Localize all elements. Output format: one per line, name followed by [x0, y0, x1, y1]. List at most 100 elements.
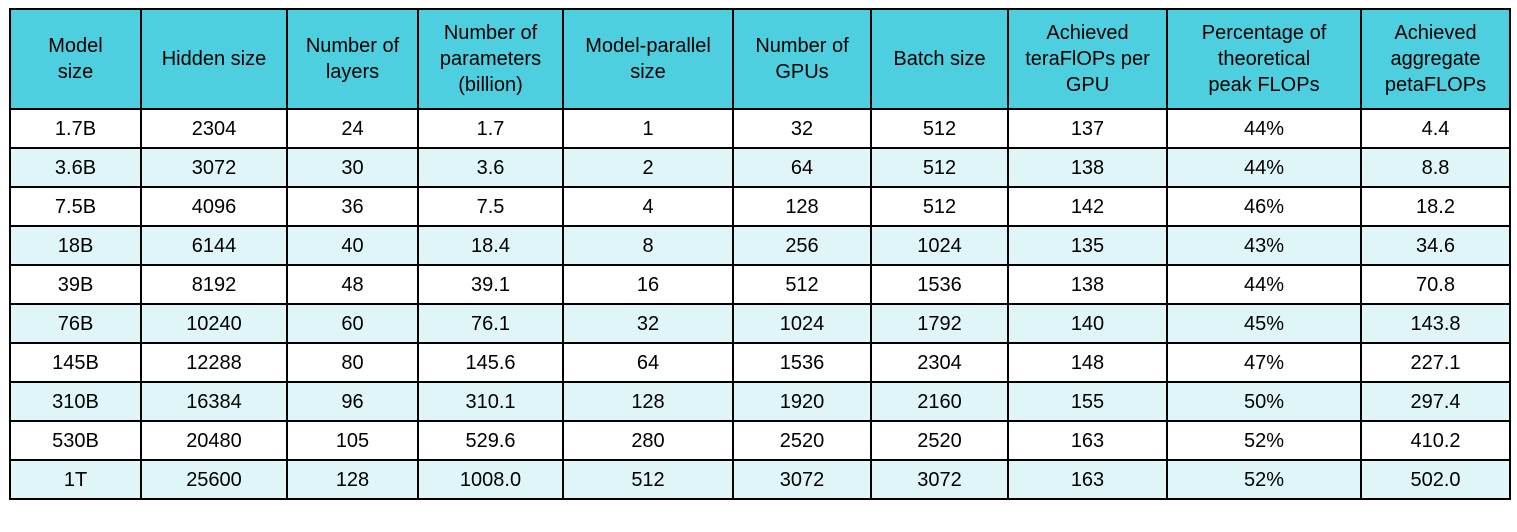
table-cell: 43%	[1166, 225, 1362, 266]
col-header-batch-size: Batch size	[870, 8, 1009, 110]
table-cell: 50%	[1166, 381, 1362, 422]
table-cell: 2160	[870, 381, 1009, 422]
table-cell: 138	[1007, 147, 1168, 188]
table-cell: 25600	[140, 459, 288, 500]
table-cell: 64	[562, 342, 734, 383]
col-header-achieved-teraflops-per-gpu: Achieved teraFlOPs per GPU	[1007, 8, 1168, 110]
table-row: 310B 16384 96 310.1 128 1920 2160 155 50…	[9, 381, 1511, 422]
table-cell: 1024	[870, 225, 1009, 266]
table-cell: 7.5	[417, 186, 564, 227]
table-cell: 8	[562, 225, 734, 266]
col-header-number-of-parameters: Number of parameters (billion)	[417, 8, 564, 110]
table-row: 530B 20480 105 529.6 280 2520 2520 163 5…	[9, 420, 1511, 461]
table-cell: 4096	[140, 186, 288, 227]
table-cell: 1.7	[417, 108, 564, 149]
table-cell: 280	[562, 420, 734, 461]
col-header-percentage-theoretical-peak-flops: Percentage of theoretical peak FLOPs	[1166, 8, 1362, 110]
table-cell: 1	[562, 108, 734, 149]
table-cell: 142	[1007, 186, 1168, 227]
table-cell: 137	[1007, 108, 1168, 149]
table-cell: 128	[732, 186, 872, 227]
table-cell: 48	[286, 264, 419, 305]
table-cell: 44%	[1166, 108, 1362, 149]
table-row: 76B 10240 60 76.1 32 1024 1792 140 45% 1…	[9, 303, 1511, 344]
table-cell: 1024	[732, 303, 872, 344]
table-cell: 60	[286, 303, 419, 344]
table-cell: 4.4	[1360, 108, 1511, 149]
table-cell: 20480	[140, 420, 288, 461]
col-header-achieved-aggregate-petaflops: Achieved aggregate petaFLOPs	[1360, 8, 1511, 110]
table-cell: 1792	[870, 303, 1009, 344]
table-cell: 76.1	[417, 303, 564, 344]
table-cell: 40	[286, 225, 419, 266]
table-cell: 529.6	[417, 420, 564, 461]
table-cell: 140	[1007, 303, 1168, 344]
table-cell: 32	[562, 303, 734, 344]
table-cell: 34.6	[1360, 225, 1511, 266]
table-cell: 1008.0	[417, 459, 564, 500]
table-cell: 256	[732, 225, 872, 266]
table-cell: 24	[286, 108, 419, 149]
table-cell: 47%	[1166, 342, 1362, 383]
table-cell: 46%	[1166, 186, 1362, 227]
table-cell: 297.4	[1360, 381, 1511, 422]
table-row: 3.6B 3072 30 3.6 2 64 512 138 44% 8.8	[9, 147, 1511, 188]
table-cell: 52%	[1166, 420, 1362, 461]
table-cell: 4	[562, 186, 734, 227]
table-cell: 3.6B	[9, 147, 142, 188]
table-cell: 227.1	[1360, 342, 1511, 383]
table-cell: 52%	[1166, 459, 1362, 500]
table-cell: 310.1	[417, 381, 564, 422]
col-header-hidden-size: Hidden size	[140, 8, 288, 110]
table-cell: 96	[286, 381, 419, 422]
table-cell: 145B	[9, 342, 142, 383]
table-cell: 6144	[140, 225, 288, 266]
table-cell: 3072	[140, 147, 288, 188]
table-cell: 12288	[140, 342, 288, 383]
table-cell: 2520	[870, 420, 1009, 461]
table-cell: 530B	[9, 420, 142, 461]
table-cell: 2304	[870, 342, 1009, 383]
table-cell: 10240	[140, 303, 288, 344]
table-cell: 30	[286, 147, 419, 188]
table-cell: 128	[562, 381, 734, 422]
table-cell: 512	[870, 108, 1009, 149]
table-cell: 80	[286, 342, 419, 383]
table-cell: 512	[732, 264, 872, 305]
table-cell: 44%	[1166, 147, 1362, 188]
table-cell: 502.0	[1360, 459, 1511, 500]
table-cell: 1.7B	[9, 108, 142, 149]
table-cell: 18.2	[1360, 186, 1511, 227]
table-cell: 512	[870, 186, 1009, 227]
table-cell: 155	[1007, 381, 1168, 422]
table-cell: 1T	[9, 459, 142, 500]
table-cell: 3072	[870, 459, 1009, 500]
table-row: 39B 8192 48 39.1 16 512 1536 138 44% 70.…	[9, 264, 1511, 305]
table-cell: 2520	[732, 420, 872, 461]
col-header-model-size: Model size	[9, 8, 142, 110]
model-scaling-table: Model size Hidden size Number of layers …	[9, 8, 1511, 500]
table-cell: 39.1	[417, 264, 564, 305]
table-cell: 148	[1007, 342, 1168, 383]
table-cell: 512	[562, 459, 734, 500]
table-cell: 3072	[732, 459, 872, 500]
table-cell: 8.8	[1360, 147, 1511, 188]
table-header: Model size Hidden size Number of layers …	[9, 8, 1511, 110]
table-cell: 310B	[9, 381, 142, 422]
table-cell: 44%	[1166, 264, 1362, 305]
table-cell: 3.6	[417, 147, 564, 188]
col-header-number-of-layers: Number of layers	[286, 8, 419, 110]
table-cell: 105	[286, 420, 419, 461]
table-cell: 32	[732, 108, 872, 149]
table-cell: 1536	[870, 264, 1009, 305]
table-cell: 16384	[140, 381, 288, 422]
table-row: 145B 12288 80 145.6 64 1536 2304 148 47%…	[9, 342, 1511, 383]
table-cell: 128	[286, 459, 419, 500]
table-cell: 410.2	[1360, 420, 1511, 461]
table-row: 1T 25600 128 1008.0 512 3072 3072 163 52…	[9, 459, 1511, 500]
table-row: 18B 6144 40 18.4 8 256 1024 135 43% 34.6	[9, 225, 1511, 266]
table-cell: 18B	[9, 225, 142, 266]
table-cell: 45%	[1166, 303, 1362, 344]
table-cell: 7.5B	[9, 186, 142, 227]
